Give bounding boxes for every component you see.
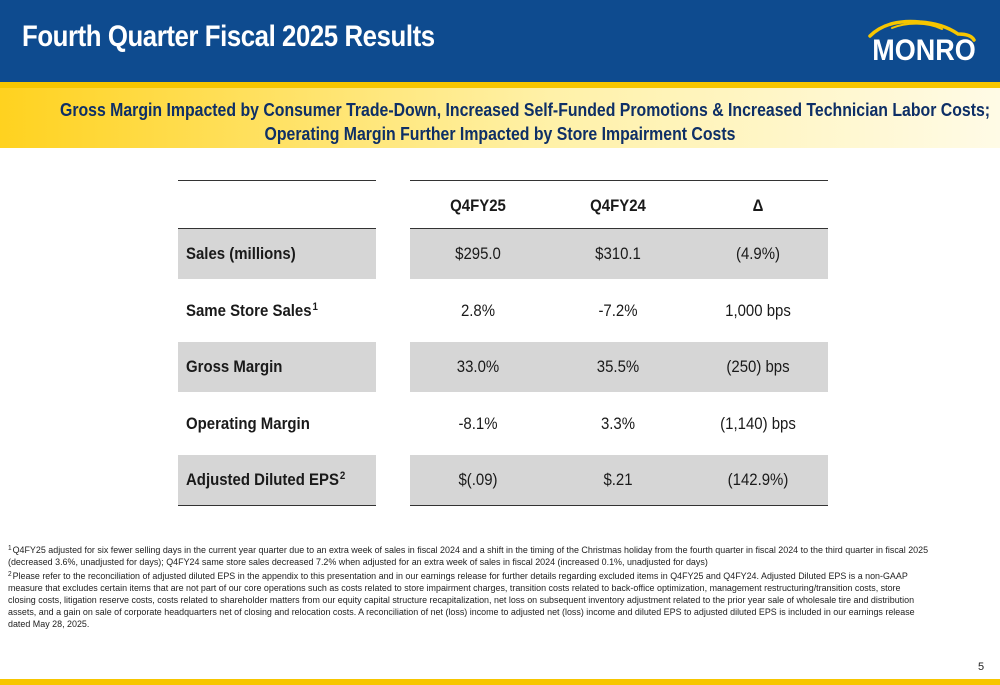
footnote-marker: 2 (339, 470, 346, 482)
row-label: Same Store Sales1 (186, 301, 318, 321)
table-cell: $.21 (603, 470, 633, 489)
table-cell: 1,000 bps (725, 300, 791, 320)
footnote-2-text: Please refer to the reconciliation of ad… (8, 571, 915, 630)
table-cell: 33.0% (456, 357, 500, 376)
column-header: Δ (752, 196, 764, 215)
column-header: Q4FY24 (590, 196, 646, 215)
row-shade-data (410, 342, 828, 392)
column-header: Q4FY25 (450, 196, 506, 215)
table-header-rule-label (178, 228, 376, 229)
table-bottom-rule-label (178, 504, 376, 506)
page-title: Fourth Quarter Fiscal 2025 Results (22, 20, 435, 53)
table-bottom-rule-data (410, 504, 828, 506)
table-cell: $295.0 (455, 244, 501, 263)
table-cell: (1,140) bps (720, 413, 796, 433)
row-label-text: Gross Margin (186, 357, 283, 376)
table-cell: 3.3% (600, 413, 636, 433)
row-shade-label (178, 455, 376, 505)
header-bar: Fourth Quarter Fiscal 2025 Results MONRO (0, 0, 1000, 82)
row-label-text: Sales (millions) (186, 244, 296, 263)
table-cell: -7.2% (598, 300, 638, 320)
table-cell: (4.9%) (735, 244, 781, 263)
table-cell: 35.5% (596, 357, 640, 376)
page-number: 5 (978, 661, 985, 673)
row-label-text: Adjusted Diluted EPS (186, 470, 339, 489)
table-cell: $(.09) (458, 470, 498, 489)
footnote-1-text: Q4FY25 adjusted for six fewer selling da… (8, 545, 929, 568)
car-silhouette-icon (868, 19, 976, 42)
row-label: Operating Margin (186, 414, 310, 434)
footnote-2: 2Please refer to the reconciliation of a… (8, 569, 929, 631)
row-label: Sales (millions) (186, 244, 296, 264)
logo-text: MONRO (872, 34, 976, 67)
footnote-1: 1Q4FY25 adjusted for six fewer selling d… (8, 543, 929, 569)
row-label: Adjusted Diluted EPS2 (186, 470, 345, 490)
banner-line-1: Gross Margin Impacted by Consumer Trade-… (60, 100, 991, 120)
footnote-1-marker: 1 (8, 545, 12, 552)
footnote-marker: 1 (312, 300, 318, 313)
subtitle-banner: Gross Margin Impacted by Consumer Trade-… (0, 82, 1000, 148)
banner-line-2: Operating Margin Further Impacted by Sto… (264, 124, 736, 144)
table-cell: (142.9%) (727, 470, 789, 489)
row-shade-data (410, 229, 828, 279)
table-cell: (250) bps (726, 357, 790, 376)
footnote-2-marker: 2 (8, 571, 12, 578)
bottom-accent-bar (0, 679, 1000, 685)
table-header-rule-data (410, 228, 828, 229)
table-cell: 2.8% (460, 300, 496, 320)
table-top-rule-data (410, 180, 828, 181)
row-label: Gross Margin (186, 357, 282, 377)
row-shade-label (178, 229, 376, 279)
monro-logo: MONRO (862, 14, 982, 70)
row-label-text: Operating Margin (186, 413, 310, 433)
row-shade-data (410, 455, 828, 505)
table-cell: $310.1 (595, 244, 641, 263)
row-shade-label (178, 342, 376, 392)
row-label-text: Same Store Sales (186, 300, 312, 320)
footnotes: 1Q4FY25 adjusted for six fewer selling d… (8, 543, 929, 631)
table-top-rule-label (178, 180, 376, 181)
table-cell: -8.1% (458, 413, 498, 433)
